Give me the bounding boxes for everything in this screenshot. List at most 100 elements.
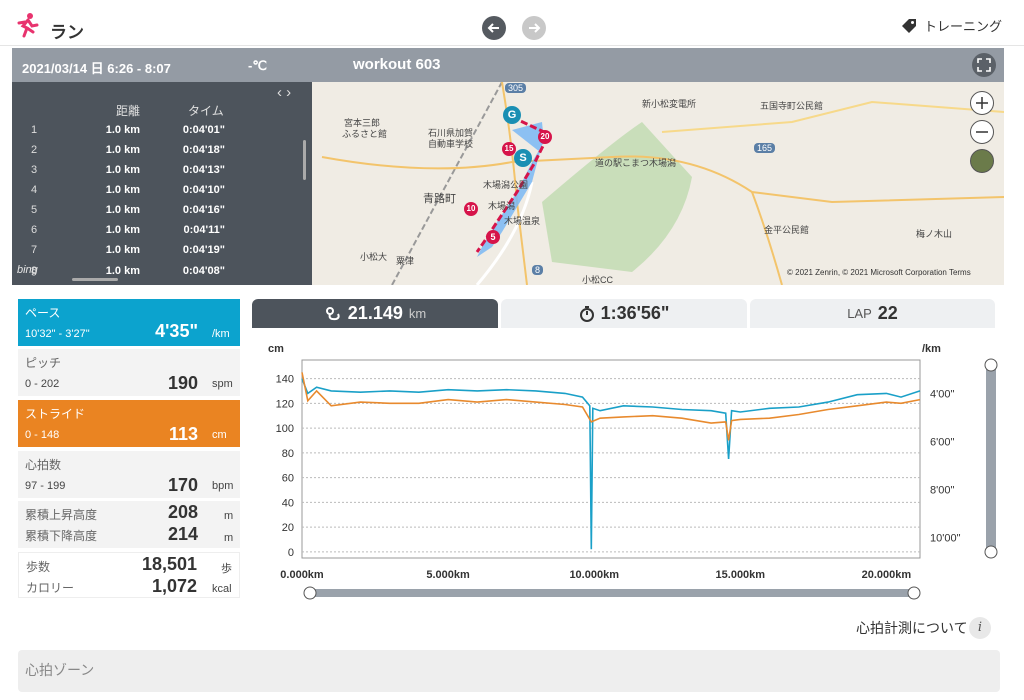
right-tick-label: 6'00" [930, 437, 954, 449]
zoom-out-icon[interactable] [970, 120, 994, 144]
lap-distance: 1.0 km [105, 144, 140, 156]
pace-card[interactable]: ペース 10'32" - 3'27" 4'35" /km [18, 299, 240, 346]
x-tick-label: 5.000km [426, 569, 470, 581]
total-distance-value: 21.149 [347, 303, 403, 323]
left-tick-label: 140 [276, 374, 294, 386]
forward-arrow-icon[interactable] [522, 16, 546, 40]
map-copyright: © 2021 Zenrin, © 2021 Microsoft Corporat… [787, 268, 971, 277]
start-marker[interactable]: S [514, 149, 532, 167]
running-icon [17, 13, 39, 38]
lap-number: 3 [31, 164, 38, 176]
series-line-1 [301, 378, 921, 550]
bing-logo: bing [17, 264, 38, 276]
lap-row[interactable]: 6 1.0 km 0:04'11" [12, 224, 312, 244]
tab-time[interactable]: 1:36'56" [501, 299, 747, 328]
expand-icon[interactable] [972, 53, 996, 77]
lap-scrollbar[interactable] [303, 140, 306, 180]
lap-time: 0:04'13" [182, 164, 225, 176]
lap-number: 6 [31, 224, 38, 236]
lap-time: 0:04'18" [182, 144, 225, 156]
stopwatch-icon [579, 305, 594, 322]
pace-range: 10'32" - 3'27" [25, 328, 90, 340]
map-label: 宮本三郎 [344, 118, 381, 128]
descent-value: 214 [167, 524, 198, 544]
lap-row[interactable]: 1 1.0 km 0:04'01" [12, 124, 312, 144]
info-icon[interactable]: i [969, 617, 991, 639]
hr-zone-section[interactable]: 心拍ゾーン [18, 650, 1000, 692]
heart-rate-label: 心拍数 [25, 458, 62, 472]
tab-lap[interactable]: LAP 22 [750, 299, 995, 328]
stride-range: 0 - 148 [25, 429, 60, 441]
route-icon [325, 306, 340, 320]
left-tick-label: 0 [288, 547, 294, 559]
back-arrow-icon[interactable] [482, 16, 506, 40]
lap-distance: 1.0 km [105, 224, 140, 236]
lap-time: 0:04'16" [182, 204, 225, 216]
km-marker: 5 [486, 230, 500, 244]
right-tick-label: 4'00" [930, 389, 954, 401]
road-number: 165 [754, 143, 776, 153]
steps-card: 歩数 18,501 歩 カロリー 1,072 kcal [18, 552, 240, 598]
lap-horizontal-scrollbar[interactable] [72, 278, 118, 281]
pitch-value: 190 [167, 373, 198, 393]
lap-row[interactable]: 5 1.0 km 0:04'16" [12, 204, 312, 224]
lap-count: 22 [877, 303, 898, 323]
left-tick-label: 120 [276, 398, 294, 410]
top-bar: ラン トレーニング [0, 0, 1024, 46]
lap-col-time: タイム [188, 104, 224, 118]
steps-unit: 歩 [221, 563, 232, 575]
vertical-slider-handle-bottom [984, 545, 998, 559]
lap-time: 0:04'11" [183, 224, 225, 236]
tab-distance[interactable]: 21.149 km [252, 299, 498, 328]
graph-area[interactable]: 0 20 40 60 80 100 120 140 4'00" 6'00" 8'00" 10'00" 0… [252, 330, 1004, 600]
lap-row[interactable]: 8 1.0 km 0:04'08" [12, 265, 312, 285]
goal-marker[interactable]: G [503, 106, 521, 124]
hr-measurement-link[interactable]: 心拍計測について [856, 620, 968, 636]
pitch-card[interactable]: ピッチ 0 - 202 190 spm [18, 349, 240, 396]
lap-row[interactable]: 3 1.0 km 0:04'13" [12, 164, 312, 184]
lap-table-header: 距離 タイム [12, 102, 312, 118]
hr-zone-title: 心拍ゾーン [25, 662, 95, 678]
lap-row[interactable]: 7 1.0 km 0:04'19" [12, 244, 312, 264]
training-link[interactable]: トレーニング [900, 16, 1002, 35]
road-number: 305 [505, 83, 527, 93]
left-axis-unit: cm [268, 343, 284, 355]
map-background [321, 82, 1004, 285]
km-marker: 20 [538, 130, 552, 144]
app-title: ラン [50, 23, 84, 42]
map-label: 青路町 [423, 193, 456, 205]
km-marker: 10 [464, 202, 478, 216]
right-axis-unit: /km [922, 343, 941, 355]
ascent-value: 208 [167, 502, 198, 522]
elevation-card: 累積上昇高度 208 m 累積下降高度 214 m [18, 501, 240, 548]
lap-row[interactable]: 2 1.0 km 0:04'18" [12, 144, 312, 164]
pace-stride-chart[interactable]: 0 20 40 60 80 100 120 140 4'00" 6'00" 8'00" 10'00" 0… [252, 330, 1004, 600]
stride-card[interactable]: ストライド 0 - 148 113 cm [18, 400, 240, 447]
map-label: 金平公民館 [764, 225, 810, 235]
lap-time: 0:04'08" [182, 265, 225, 277]
steps-value: 18,501 [141, 554, 197, 574]
lap-row[interactable]: 4 1.0 km 0:04'10" [12, 184, 312, 204]
heart-rate-card[interactable]: 心拍数 97 - 199 170 bpm [18, 451, 240, 498]
workout-header: 2021/03/14 日 6:26 - 8:07 -℃ workout 603 [12, 48, 1004, 82]
route-map[interactable]: 宮本三郎 ふるさと館 石川県加賀 自動車学校 新小松変電所 五国寺町公民館 道の… [312, 82, 1004, 285]
satellite-view-icon[interactable] [970, 149, 994, 173]
lap-nav-arrows-icon[interactable]: ‹ › [277, 84, 292, 101]
heart-rate-range: 97 - 199 [25, 480, 66, 492]
descent-unit: m [224, 532, 234, 544]
zoom-in-icon[interactable] [970, 91, 994, 115]
lap-number: 7 [31, 244, 38, 256]
map-label: 石川県加賀 [428, 128, 474, 138]
map-label: 粟津 [396, 256, 415, 266]
map-label: 新小松変電所 [642, 99, 697, 109]
workout-title: workout 603 [353, 56, 441, 73]
map-label: 小松CC [582, 275, 613, 285]
lap-distance: 1.0 km [105, 164, 140, 176]
plot-frame [301, 359, 921, 559]
tag-icon [901, 18, 916, 33]
lap-distance: 1.0 km [105, 124, 140, 136]
map-label: 小松大 [360, 252, 388, 262]
lap-distance: 1.0 km [105, 265, 140, 277]
pitch-range: 0 - 202 [25, 378, 60, 390]
lap-table[interactable]: ‹ › 距離 タイム 1 1.0 km 0:04'01" 2 1.0 km 0:… [12, 82, 312, 285]
